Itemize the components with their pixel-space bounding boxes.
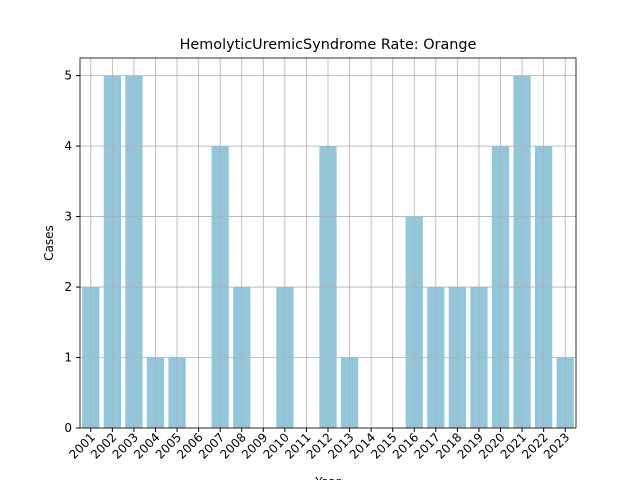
- chart-title: HemolyticUremicSyndrome Rate: Orange: [180, 37, 477, 53]
- y-tick-label: 3: [64, 210, 72, 224]
- y-tick-label: 4: [64, 139, 72, 153]
- y-tick-label: 5: [64, 69, 72, 83]
- y-tick-label: 2: [64, 280, 72, 294]
- y-tick-label: 1: [64, 351, 72, 365]
- plot-frame: [79, 57, 577, 429]
- y-tick-label: 0: [64, 421, 72, 435]
- y-axis-label: Cases: [42, 225, 56, 261]
- x-axis-label: Year: [314, 475, 340, 480]
